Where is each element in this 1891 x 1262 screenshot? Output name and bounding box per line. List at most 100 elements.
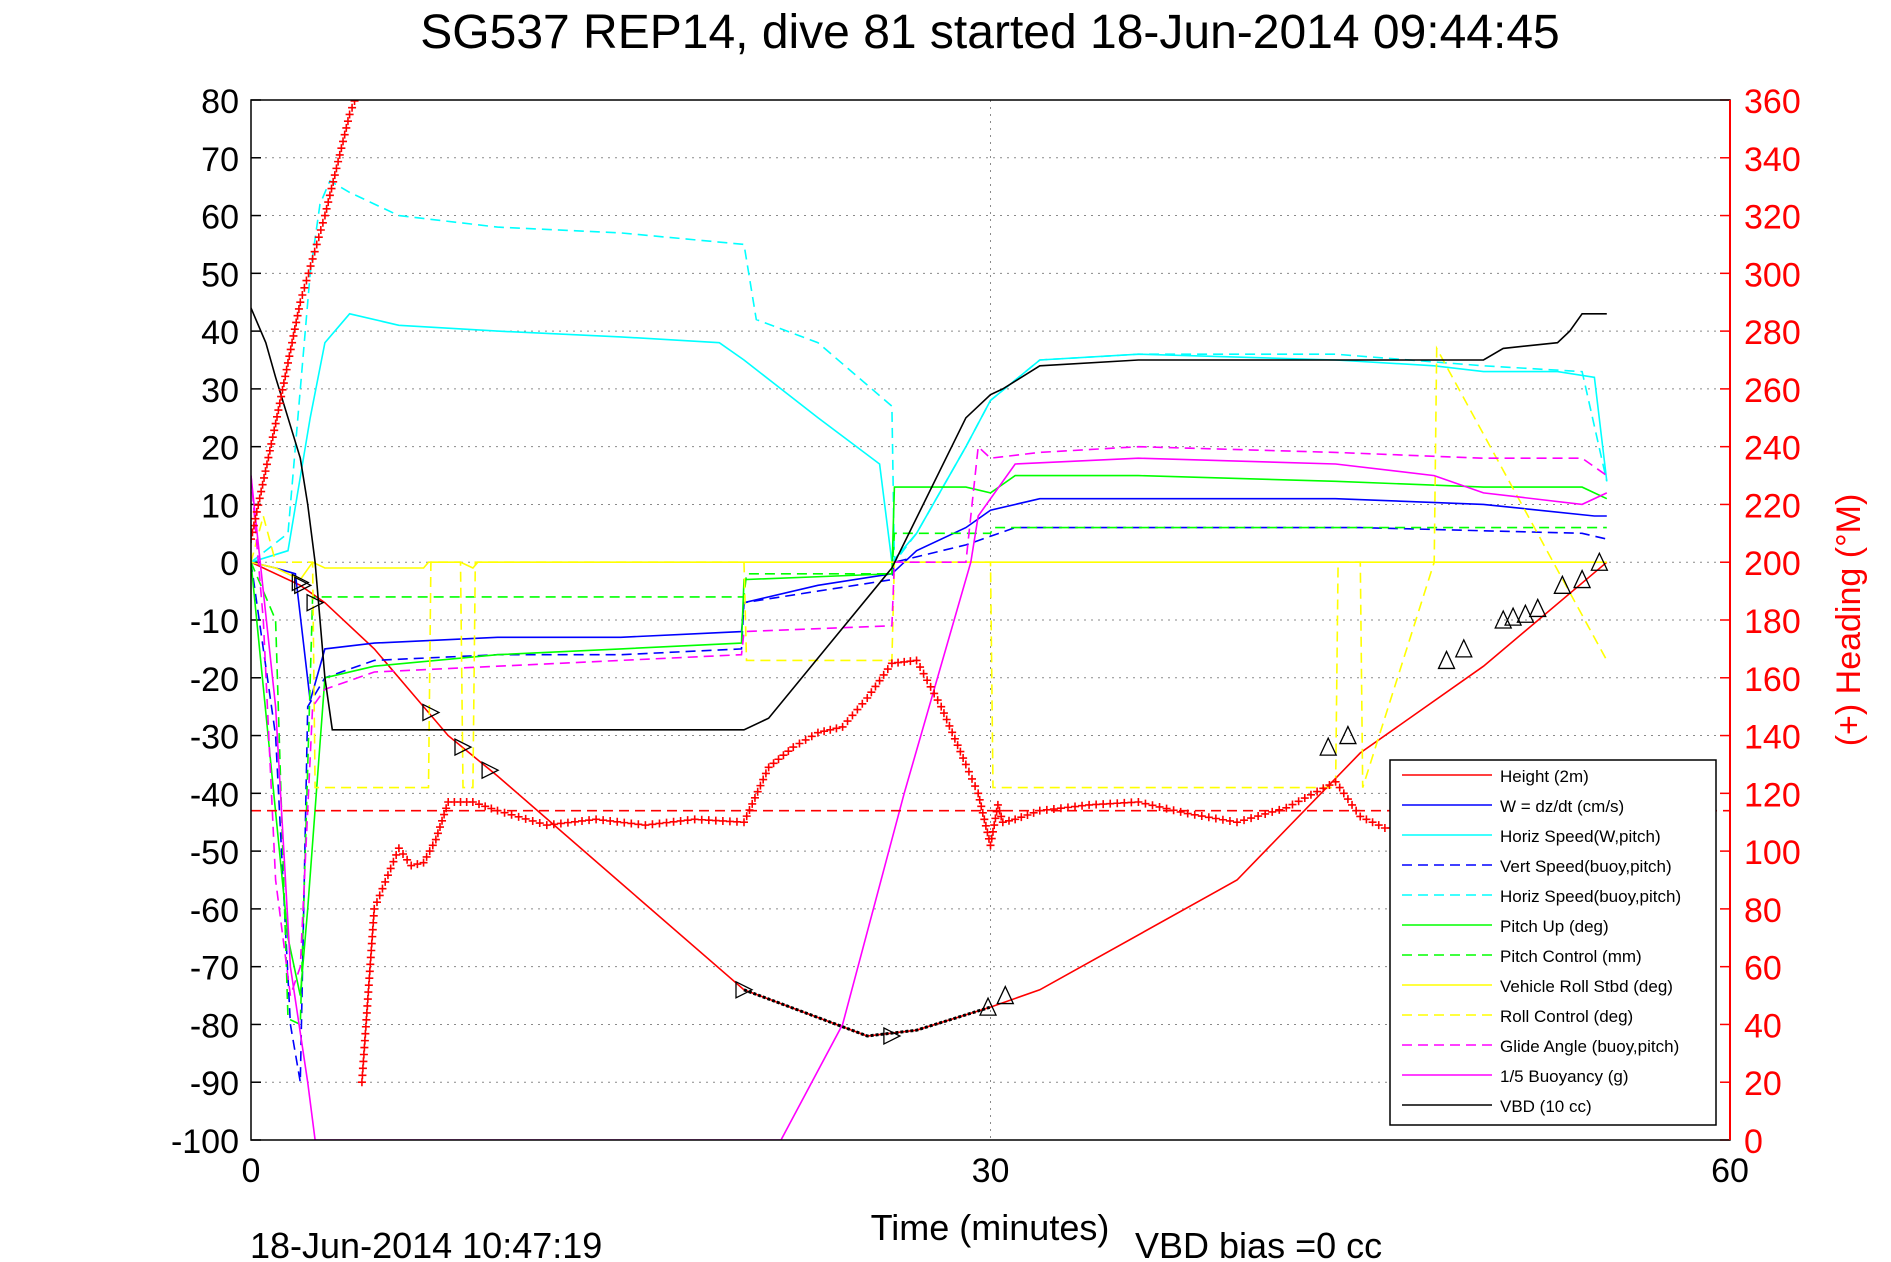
heading-marker: [294, 304, 303, 313]
heading-marker: [641, 821, 650, 830]
heading-marker: [1085, 800, 1094, 809]
y2-tick-label: 200: [1744, 545, 1801, 583]
heading-marker: [340, 130, 349, 139]
heading-marker: [286, 345, 295, 354]
heading-marker: [1113, 799, 1122, 808]
heading-marker: [761, 769, 770, 778]
heading-marker: [858, 699, 867, 708]
heading-marker: [316, 226, 325, 234]
heading-marker: [1233, 818, 1241, 827]
heading-marker: [325, 191, 334, 200]
heading-marker: [1247, 814, 1256, 823]
heading-marker: [279, 379, 288, 388]
heading-marker: [289, 331, 298, 340]
series-pitch-up-deg: [251, 474, 1608, 996]
heading-marker: [507, 810, 516, 819]
heading-marker: [606, 816, 615, 825]
heading-marker: [375, 891, 384, 900]
heading-marker: [1056, 804, 1065, 813]
x-axis-label: Time (minutes): [871, 1207, 1110, 1248]
heading-marker: [335, 150, 344, 159]
heading-marker: [364, 988, 373, 997]
heading-marker: [332, 164, 341, 173]
heading-marker: [304, 269, 313, 278]
heading-marker: [549, 820, 558, 829]
heading-marker: [933, 696, 942, 705]
heading-marker: [871, 682, 880, 691]
heading-marker: [386, 864, 395, 873]
heading-marker: [883, 665, 892, 674]
legend: Height (2m) W = dz/dt (cm/s) Horiz Speed(W…: [1389, 759, 1717, 1126]
heading-marker: [683, 816, 692, 825]
y-tick-label: -60: [190, 892, 239, 930]
heading-marker: [343, 117, 352, 126]
legend-label: Pitch Control (mm): [1500, 947, 1642, 966]
legend-label: 1/5 Buoyancy (g): [1500, 1067, 1629, 1086]
dive-marker-triangle: [1437, 649, 1456, 670]
heading-marker: [848, 711, 857, 720]
heading-marker: [923, 676, 932, 685]
heading-marker: [403, 855, 412, 864]
legend-label: W = dz/dt (cm/s): [1500, 797, 1624, 816]
heading-marker: [599, 816, 608, 825]
heading-marker: [974, 789, 983, 798]
heading-marker: [298, 291, 307, 299]
heading-marker: [268, 433, 277, 442]
legend-label: Horiz Speed(buoy,pitch): [1500, 887, 1681, 906]
y2-axis-label: (+) Heading (°M): [1830, 494, 1868, 747]
chart-title: SG537 REP14, dive 81 started 18-Jun-2014…: [420, 6, 1559, 59]
heading-marker: [1148, 801, 1157, 810]
heading-marker: [270, 426, 279, 435]
heading-marker: [258, 480, 267, 489]
heading-markers: [251, 100, 1433, 1087]
heading-marker: [997, 812, 1006, 821]
heading-marker: [1240, 816, 1249, 825]
heading-marker: [961, 760, 970, 769]
heading-marker: [265, 446, 274, 455]
heading-marker: [1071, 802, 1080, 811]
heading-marker: [826, 725, 835, 734]
y2-tick-label: 280: [1744, 314, 1801, 352]
heading-marker: [981, 821, 990, 830]
heading-marker: [261, 467, 270, 476]
heading-marker: [662, 818, 671, 827]
heading-marker: [260, 473, 269, 482]
dive-marker-triangle: [481, 761, 500, 780]
heading-marker: [742, 812, 751, 821]
heading-marker: [784, 747, 793, 756]
y-tick-label: 60: [201, 199, 239, 237]
series-glide-angle-buoy-pitch: [251, 445, 1608, 996]
heading-marker: [369, 918, 378, 927]
heading-marker: [362, 1015, 371, 1024]
heading-marker: [789, 743, 798, 752]
heading-marker: [330, 171, 339, 180]
heading-marker: [475, 800, 484, 809]
heading-marker: [627, 819, 636, 828]
heading-marker: [542, 821, 551, 830]
dive-marker-triangle: [294, 576, 313, 595]
heading-marker: [585, 816, 594, 825]
heading-marker: [359, 1057, 368, 1066]
heading-marker: [1162, 804, 1171, 813]
heading-marker: [990, 821, 999, 830]
heading-marker: [361, 1029, 370, 1038]
heading-marker: [1313, 787, 1322, 796]
heading-marker: [745, 806, 754, 815]
heading-marker: [383, 871, 392, 880]
y2-tick-label: 40: [1744, 1007, 1782, 1045]
heading-marker: [948, 728, 957, 737]
heading-marker: [322, 204, 331, 213]
heading-marker: [1254, 812, 1263, 821]
y-tick-label: -70: [190, 950, 239, 988]
series-1-5-buoyancy-g: [251, 457, 1608, 1140]
y2-tick-label: 20: [1744, 1065, 1782, 1103]
heading-marker: [442, 804, 451, 813]
heading-marker: [365, 974, 374, 983]
heading-marker: [431, 835, 440, 844]
heading-marker: [750, 793, 759, 802]
heading-marker: [500, 808, 509, 817]
heading-marker: [1029, 808, 1038, 817]
footer-vbd-bias: VBD bias =0 cc: [1135, 1225, 1382, 1262]
heading-marker: [1169, 806, 1178, 815]
heading-marker: [251, 535, 255, 544]
